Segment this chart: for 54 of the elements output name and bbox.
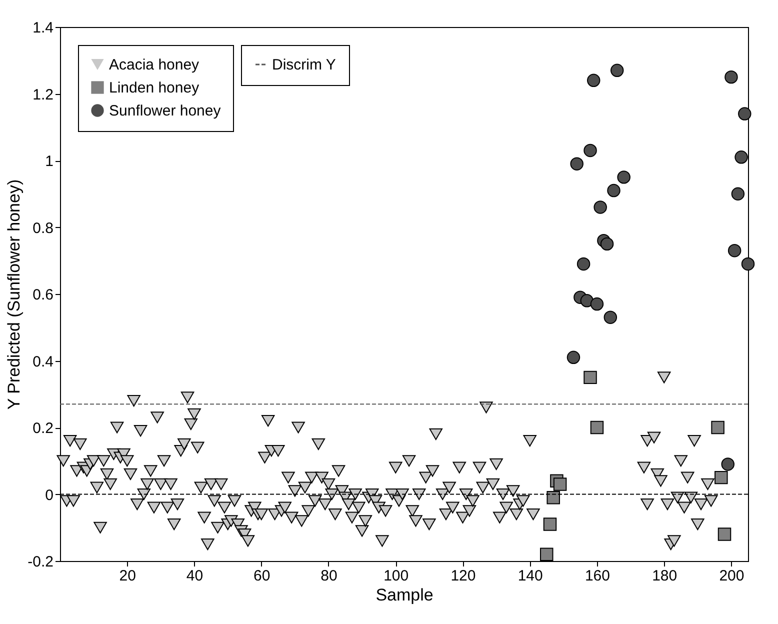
x-tick-label: 200: [719, 568, 744, 584]
legend-label: Discrim Y: [272, 56, 336, 74]
x-tick-label: 140: [518, 568, 543, 584]
point: [576, 257, 590, 271]
point: [594, 200, 607, 214]
y-tick-label: 0.2: [32, 420, 54, 437]
point: [718, 528, 732, 541]
y-tick-label: 1.2: [32, 86, 54, 104]
y-tick-label: 0.6: [32, 286, 54, 304]
point: [584, 370, 597, 384]
point: [590, 420, 604, 434]
x-tick-label: 120: [450, 568, 476, 584]
point: [724, 70, 738, 84]
point: [711, 420, 724, 434]
point: [728, 244, 742, 258]
point: [604, 310, 618, 324]
point: [610, 64, 624, 77]
x-tick-label: 80: [320, 568, 338, 584]
point: [607, 184, 620, 198]
point: [543, 518, 557, 531]
point: [734, 150, 748, 164]
y-tick-label: 0.8: [32, 220, 54, 237]
y-tick-label: 0: [45, 486, 54, 504]
x-tick-label: 160: [584, 568, 610, 584]
point: [540, 548, 554, 561]
point: [546, 490, 560, 504]
point: [600, 237, 614, 251]
point: [738, 107, 752, 120]
legend-label: Sunflower honey: [109, 102, 222, 120]
x-tick-label: 180: [652, 568, 678, 584]
y-tick-label: 1: [45, 153, 54, 170]
point: [580, 294, 594, 308]
x-tick-label: 20: [119, 568, 136, 584]
y-tick-label: 0.4: [32, 353, 54, 370]
y-tick-label: -0.2: [28, 554, 54, 570]
point: [586, 74, 600, 88]
point: [584, 144, 597, 158]
legend-label: Linden honey: [109, 80, 200, 96]
x-tick-label: 60: [254, 568, 270, 584]
x-tick-label: 100: [384, 568, 409, 584]
point: [731, 187, 745, 200]
x-tick-label: 40: [186, 568, 204, 584]
point: [570, 157, 584, 170]
x-axis-title: Sample: [376, 586, 434, 604]
point: [741, 257, 755, 271]
point: [553, 478, 567, 491]
y-tick-label: 1.4: [32, 20, 54, 36]
point: [590, 297, 604, 311]
legend-label: Acacia honey: [109, 56, 200, 74]
point: [714, 470, 728, 484]
point: [566, 350, 580, 364]
y-axis-title: Y Predicted (Sunflower honey): [4, 179, 24, 410]
point: [617, 170, 630, 184]
point: [721, 458, 734, 471]
